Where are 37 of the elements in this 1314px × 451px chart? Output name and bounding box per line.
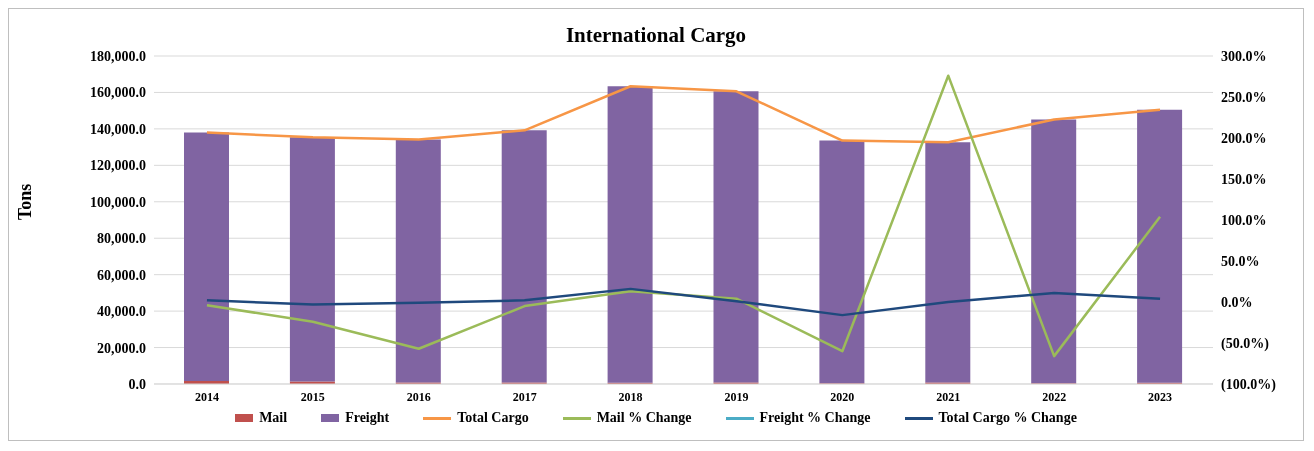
y2-tick-label: 0.0% (1221, 294, 1253, 310)
x-tick-label: 2016 (406, 389, 431, 404)
legend-label: Freight (345, 410, 390, 426)
y-tick-label: 80,000.0 (97, 231, 146, 247)
x-tick-label: 2018 (618, 389, 643, 404)
y2-tick-label: 100.0% (1221, 212, 1267, 228)
y2-tick-label: (50.0%) (1221, 335, 1270, 352)
x-tick-label: 2019 (724, 389, 749, 404)
y2-tick-label: (100.0%) (1221, 376, 1277, 393)
y-tick-label: 140,000.0 (90, 121, 146, 137)
x-tick-label: 2014 (194, 389, 219, 404)
x-tick-label: 2020 (830, 389, 855, 404)
y2-tick-label: 250.0% (1221, 89, 1267, 105)
y-tick-label: 100,000.0 (90, 194, 146, 210)
x-tick-label: 2017 (512, 389, 537, 404)
y-tick-label: 60,000.0 (97, 267, 146, 283)
y2-tick-label: 200.0% (1221, 130, 1267, 146)
x-tick-label: 2023 (1148, 389, 1173, 404)
legend-label: Freight % Change (759, 410, 871, 426)
y-tick-label: 20,000.0 (97, 340, 146, 356)
y-tick-label: 40,000.0 (97, 304, 146, 320)
y-tick-label: 120,000.0 (90, 158, 146, 174)
y-tick-label: 160,000.0 (90, 85, 146, 101)
legend-label: Mail (259, 410, 288, 426)
y-tick-label: 0.0 (128, 376, 146, 392)
x-tick-label: 2022 (1042, 389, 1067, 404)
legend-label: Total Cargo % Change (938, 410, 1077, 426)
y2-tick-label: 300.0% (1221, 48, 1267, 64)
x-tick-label: 2021 (936, 389, 961, 404)
y-tick-label: 180,000.0 (90, 48, 146, 64)
chart-title: International Cargo (564, 23, 748, 48)
y2-tick-label: 150.0% (1221, 171, 1267, 187)
y-axis-title: Tons (15, 183, 36, 220)
legend-label: Mail % Change (596, 410, 692, 426)
x-tick-label: 2015 (300, 389, 325, 404)
y2-tick-label: 50.0% (1221, 253, 1260, 269)
legend-label: Total Cargo (457, 410, 529, 426)
